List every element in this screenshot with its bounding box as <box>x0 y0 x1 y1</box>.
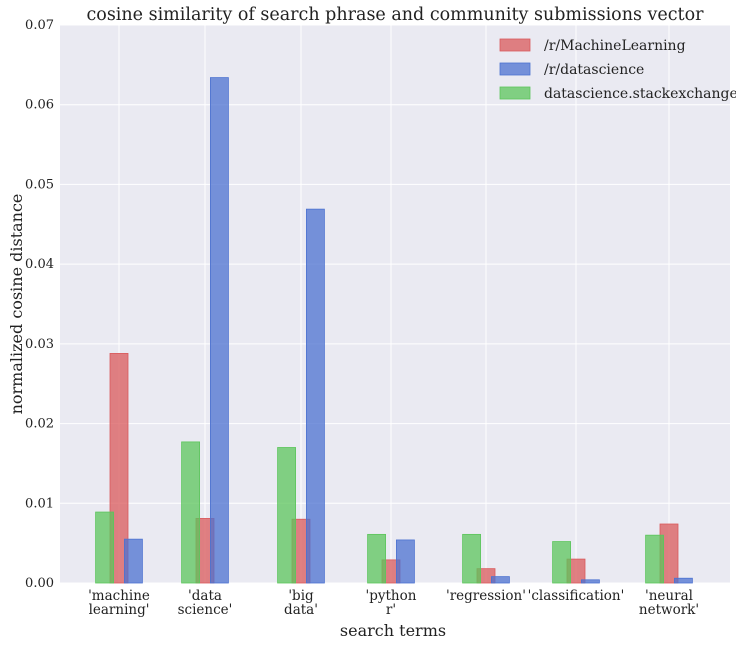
y-tick-label: 0.05 <box>25 177 54 192</box>
plot-background <box>60 25 730 583</box>
y-tick-label: 0.01 <box>25 496 54 511</box>
bar <box>367 533 387 584</box>
x-tick-label: 'machine learning' <box>88 588 150 618</box>
y-axis-title: normalized cosine distance <box>7 194 26 415</box>
bar <box>581 579 600 584</box>
bar <box>552 541 571 584</box>
y-tick-label: 0.00 <box>25 576 54 591</box>
y-tick-label: 0.04 <box>25 257 54 272</box>
y-tick-label: 0.03 <box>25 337 54 352</box>
y-tick-label: 0.06 <box>25 98 54 113</box>
x-tick-label: 'data science' <box>178 588 233 618</box>
y-tick-label: 0.02 <box>25 417 54 432</box>
legend-label: /r/datascience <box>544 62 644 78</box>
x-tick-label: 'python r' <box>366 588 417 618</box>
x-tick-labels: 'machine learning' 'data science' 'big data' '… <box>88 588 699 618</box>
bar <box>674 577 693 584</box>
x-tick-label: 'neural network' <box>639 588 699 618</box>
y-tick-label: 0.07 <box>25 18 54 33</box>
x-tick-label: 'big data' <box>284 588 318 618</box>
chart-title: cosine similarity of search phrase and c… <box>86 5 704 25</box>
bar-layer <box>95 77 693 584</box>
x-tick-label: 'regression' <box>446 588 526 604</box>
bar <box>395 539 415 584</box>
legend-label: /r/MachineLearning <box>544 38 686 54</box>
legend-swatch <box>499 62 531 76</box>
bar <box>95 511 114 584</box>
legend-swatch <box>499 86 531 100</box>
bar <box>490 576 510 584</box>
bar <box>181 441 201 584</box>
bar <box>209 77 229 584</box>
bar <box>109 353 129 584</box>
legend: /r/MachineLearning/r/datascience datascie… <box>499 38 736 102</box>
bar <box>277 447 297 584</box>
bar <box>645 534 664 584</box>
bar <box>305 208 325 584</box>
bar <box>124 538 143 584</box>
y-tick-labels: 0.00 0.01 0.02 0.03 0.04 0.05 0.06 0.07 <box>25 18 54 591</box>
bar <box>462 533 482 584</box>
grid-layer <box>60 24 730 584</box>
legend-label: datascience.stackexchange <box>544 86 736 102</box>
legend-swatch <box>499 38 531 52</box>
x-tick-label: 'classification' <box>528 588 625 604</box>
x-axis-title: search terms <box>340 621 446 640</box>
